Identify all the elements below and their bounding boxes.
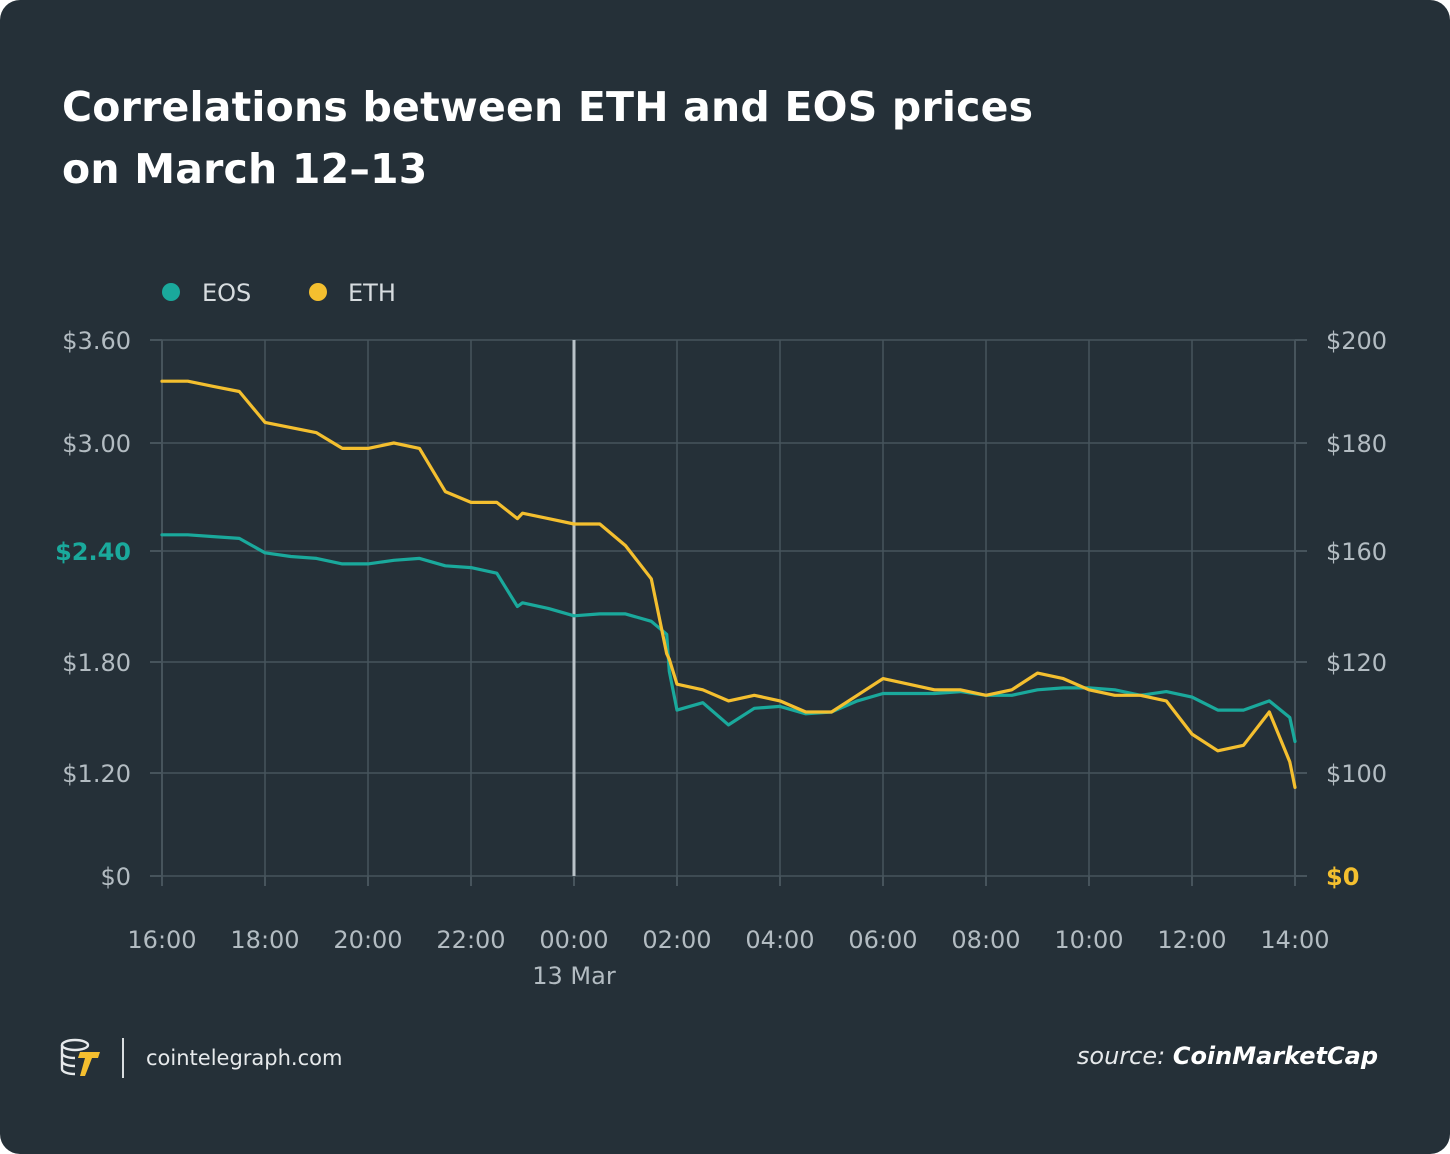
source-prefix: source: (1076, 1042, 1166, 1070)
y-left-tick-label: $1.80 (62, 649, 131, 677)
x-tick-label: 10:00 (1054, 926, 1123, 954)
source-name: CoinMarketCap (1172, 1042, 1378, 1070)
y-left-tick-label: $3.00 (62, 430, 131, 458)
x-tick-label: 16:00 (127, 926, 196, 954)
footer-brand: cointelegraph.com (58, 1036, 342, 1080)
y-right-tick-label: $0 (1326, 863, 1359, 891)
x-tick-label: 22:00 (436, 926, 505, 954)
footer-site-label: cointelegraph.com (146, 1046, 343, 1070)
series-line-eth (160, 379, 1297, 789)
y-left-tick-label: $3.60 (62, 327, 131, 355)
x-tick-label: 20:00 (333, 926, 402, 954)
y-right-tick-label: $180 (1326, 430, 1387, 458)
x-tick-label: 06:00 (848, 926, 917, 954)
x-tick-label: 02:00 (642, 926, 711, 954)
x-tick-label: 14:00 (1260, 926, 1329, 954)
x-tick-label: 12:00 (1157, 926, 1226, 954)
chart-title-line-1: Correlations between ETH and EOS prices (62, 83, 1034, 131)
x-tick-label: 04:00 (745, 926, 814, 954)
source-credit: source: CoinMarketCap (1077, 1042, 1378, 1070)
x-tick-label: 08:00 (951, 926, 1020, 954)
legend-label-eos: EOS (202, 279, 251, 307)
chart-title-line-2: on March 12–13 (62, 145, 428, 193)
chart-legend: EOS ETH (162, 279, 396, 307)
chart-series (160, 379, 1297, 789)
y-right-tick-label: $100 (1326, 760, 1387, 788)
series-line-eos (160, 533, 1297, 744)
x-tick-label: 00:00 (539, 926, 608, 954)
x-tick-label: 18:00 (230, 926, 299, 954)
legend-marker-eos (162, 283, 180, 301)
y-left-tick-label: $1.20 (62, 760, 131, 788)
y-right-tick-label: $160 (1326, 538, 1387, 566)
legend-label-eth: ETH (348, 279, 396, 307)
y-left-tick-label: $0 (100, 863, 131, 891)
y-right-tick-label: $200 (1326, 327, 1387, 355)
chart-axes: 16:00 18:00 20:00 22:00 00:00 02:00 04:00 06:00… (55, 327, 1387, 990)
y-right-tick-label: $120 (1326, 649, 1387, 677)
footer-separator (122, 1038, 124, 1078)
y-left-tick-label: $2.40 (55, 538, 131, 566)
legend-marker-eth (309, 283, 327, 301)
cointelegraph-logo-icon (60, 1038, 100, 1076)
chart-title: Correlations between ETH and EOS prices … (62, 76, 1262, 200)
chart-grid (161, 339, 1296, 877)
x-sublabel: 13 Mar (532, 962, 616, 990)
